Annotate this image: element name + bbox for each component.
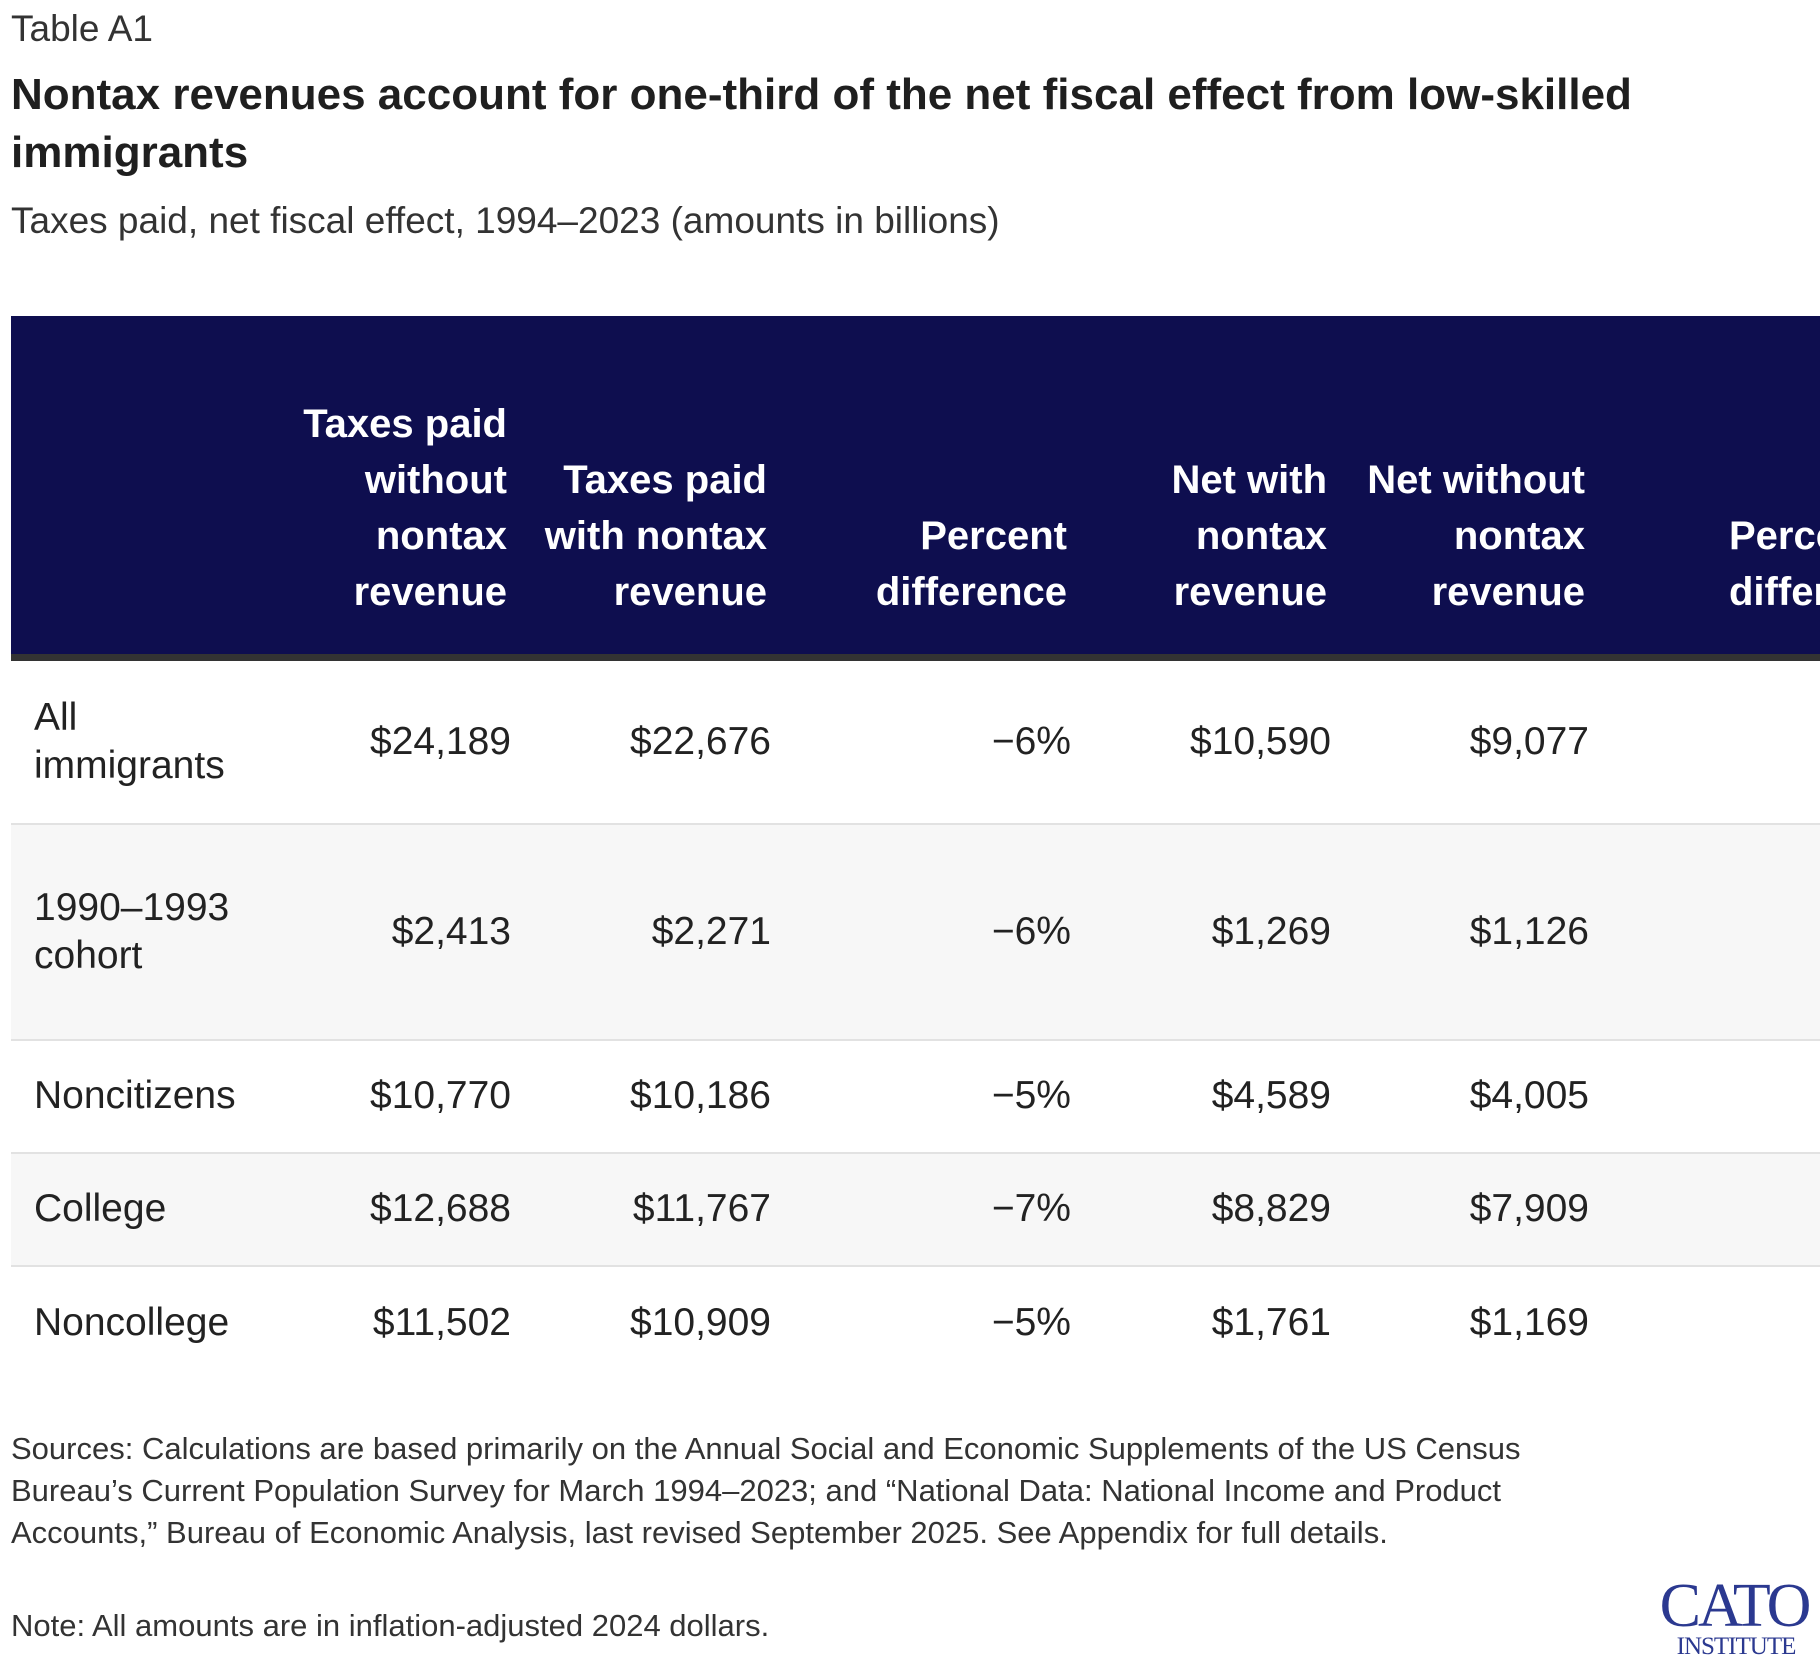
table-cell: $8,829 [1211, 1187, 1331, 1230]
table-row: Noncitizens $10,770 $10,186 −5% $4,589 $… [11, 1040, 1820, 1153]
row-label: All immigrants [34, 695, 225, 787]
table-container: Taxes paid without nontax revenue Taxes … [11, 316, 1820, 1346]
column-header: Percent difference [771, 316, 1071, 661]
table-cell: $24,189 [370, 719, 511, 763]
table-cell: − [1589, 1153, 1820, 1266]
table-cell: − [1589, 1266, 1820, 1347]
table-cell: $11,767 [632, 1187, 771, 1230]
sources-note: Sources: Calculations are based primaril… [11, 1431, 1521, 1550]
table-cell: − [1589, 1040, 1820, 1153]
table-cell: $10,770 [370, 1074, 511, 1117]
table-cell: $1,269 [1211, 909, 1331, 953]
table-row: College $12,688 $11,767 −7% $8,829 $7,90… [11, 1152, 1820, 1266]
column-header: Percent difference [1589, 316, 1820, 661]
header-row: Taxes paid without nontax revenue Taxes … [11, 316, 1820, 661]
table-row: Noncollege $11,502 $10,909 −5% $1,761 $1… [11, 1266, 1820, 1347]
row-label: 1990–1993 cohort [34, 885, 230, 977]
svg-text:INSTITUTE: INSTITUTE [1677, 1633, 1796, 1660]
table-cell: −5% [991, 1300, 1071, 1344]
table-label: Table A1 [11, 8, 153, 49]
table-cell: $11,502 [372, 1300, 511, 1344]
table-row: All immigrants $24,189 $22,676 −6% $10,5… [11, 658, 1820, 824]
column-header: Taxes paid without nontax revenue [251, 316, 511, 661]
table-cell: $4,589 [1211, 1074, 1331, 1117]
table-cell: $10,590 [1190, 719, 1331, 763]
footnote: Note: All amounts are in inflation-adjus… [11, 1608, 770, 1643]
table-cell: $10,909 [630, 1300, 771, 1344]
table-cell: $12,688 [370, 1187, 511, 1230]
table-subtitle: Taxes paid, net fiscal effect, 1994–2023… [11, 200, 1000, 241]
data-table: Taxes paid without nontax revenue Taxes … [11, 316, 1820, 1346]
table-cell: −5% [991, 1074, 1071, 1117]
cato-institute-logo: CATO INSTITUTE [1660, 1572, 1813, 1660]
row-label: College [34, 1187, 167, 1230]
table-row: 1990–1993 cohort $2,413 $2,271 −6% $1,26… [11, 823, 1820, 1040]
table-cell: $10,186 [630, 1074, 771, 1117]
table-cell: −7% [991, 1187, 1071, 1230]
row-label: Noncollege [34, 1300, 230, 1344]
table-cell: $4,005 [1469, 1074, 1589, 1117]
column-header: Net with nontax revenue [1071, 316, 1331, 661]
column-header [11, 316, 251, 661]
column-header: Net without nontax revenue [1331, 316, 1589, 661]
row-label: Noncitizens [34, 1074, 236, 1117]
table-cell: $9,077 [1469, 719, 1589, 763]
table-cell: − [1589, 658, 1820, 824]
table-cell: −6% [991, 719, 1071, 763]
table-cell: $1,761 [1211, 1300, 1331, 1344]
table-cell: −6% [991, 909, 1071, 953]
table-cell: $1,169 [1469, 1300, 1589, 1344]
table-cell: $1,126 [1469, 909, 1589, 953]
table-cell: $7,909 [1469, 1187, 1589, 1230]
table-cell: $22,676 [630, 719, 771, 763]
table-title: Nontax revenues account for one-third of… [11, 70, 1632, 177]
table-cell: $2,271 [651, 909, 771, 953]
table-cell: − [1589, 824, 1820, 1040]
column-header: Taxes paid with nontax revenue [511, 316, 771, 661]
table-cell: $2,413 [391, 909, 511, 953]
svg-text:CATO: CATO [1660, 1572, 1810, 1640]
